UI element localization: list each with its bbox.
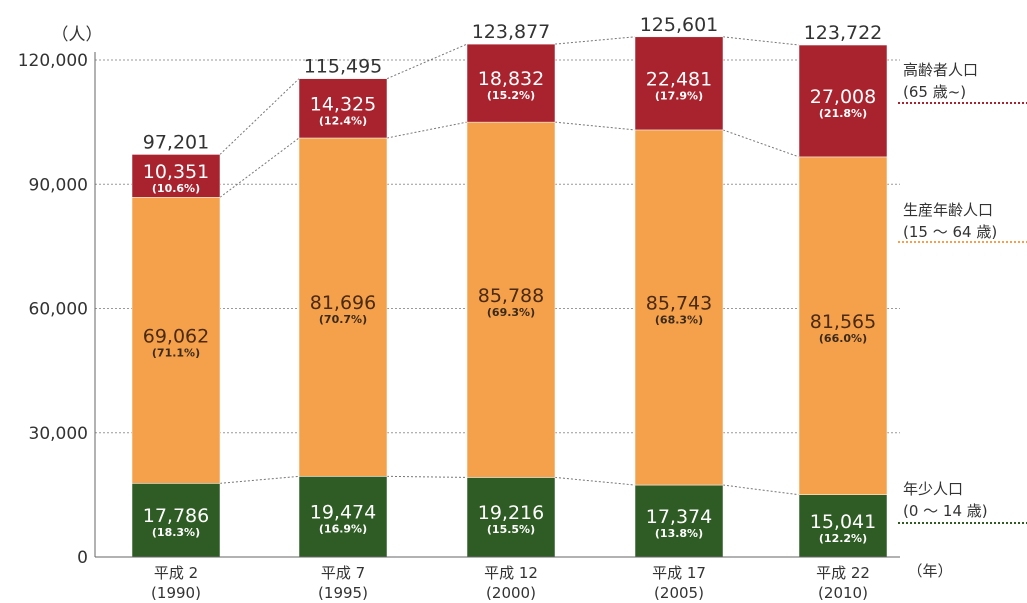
x-tick-label: 平成 22 [816,564,870,582]
segment-percent-label: (17.9%) [655,89,703,102]
connector-line [722,36,800,46]
connector-line [554,121,636,131]
segment-value-label: 69,062 [143,325,209,347]
bar-segment [634,36,724,131]
segment-percent-label: (70.7%) [319,313,367,326]
bar-segment [298,137,388,477]
y-tick-label: 0 [77,548,88,568]
x-tick-year-label: (2000) [486,584,536,602]
connector-line [554,36,636,45]
segment-value-label: 81,565 [810,311,876,333]
x-tick-year-label: (1990) [151,584,201,602]
bar-segment [466,121,556,478]
bar-total-label: 115,495 [304,56,383,78]
bar-segment [798,156,888,495]
segment-percent-label: (12.2%) [819,532,867,545]
bar-total-label: 123,722 [804,22,883,44]
segment-percent-label: (15.2%) [487,89,535,102]
bar-segment [466,43,556,123]
segment-value-label: 85,788 [478,285,544,307]
connector-line [386,475,468,478]
x-axis-unit-label: （年） [907,562,952,580]
segment-percent-label: (12.4%) [319,114,367,127]
y-tick-label: 120,000 [18,51,88,71]
bar-segment [131,154,221,198]
segment-value-label: 17,374 [646,506,712,528]
segment-value-label: 19,474 [310,502,376,524]
legend-label: 生産年齢人口 [903,201,993,219]
y-tick-label: 90,000 [29,175,88,195]
segment-percent-label: (21.8%) [819,107,867,120]
y-tick-label: 60,000 [29,300,88,320]
segment-value-label: 14,325 [310,93,376,115]
segment-value-label: 19,216 [478,502,544,524]
segment-percent-label: (16.9%) [319,523,367,536]
segment-value-label: 17,786 [143,505,209,527]
x-tick-label: 平成 2 [154,564,198,582]
y-tick-label: 30,000 [29,424,88,444]
segment-value-label: 10,351 [143,161,209,183]
connector-line [386,43,468,80]
connector-line [722,484,800,496]
connector-line [219,78,300,155]
segment-percent-label: (13.8%) [655,527,703,540]
bars [131,36,888,558]
x-tick-label: 平成 7 [321,564,365,582]
bar-segment [634,484,724,558]
bar-total-label: 97,201 [143,131,209,153]
connector-line [554,476,636,486]
connector-line [386,121,468,139]
connector-line [219,475,300,484]
segment-percent-label: (71.1%) [152,346,200,359]
segment-percent-label: (66.0%) [819,332,867,345]
bar-segment [798,44,888,158]
legend-label: 年少人口 [903,480,963,498]
connector-lines [219,36,800,496]
x-tick-label: 平成 17 [652,564,706,582]
segment-percent-label: (15.5%) [487,523,535,536]
x-tick-year-label: (2010) [818,584,868,602]
segment-value-label: 22,481 [646,68,712,90]
segment-value-label: 27,008 [810,86,876,108]
bar-total-label: 125,601 [640,14,719,36]
segment-value-label: 81,696 [310,292,376,314]
legend-sublabel: (0 ～ 14 歳) [903,502,988,520]
bar-segment [634,129,724,486]
x-tick-year-label: (1995) [318,584,368,602]
segment-percent-label: (68.3%) [655,313,703,326]
legend-sublabel: (15 ～ 64 歳) [903,223,997,241]
axes: （人） （年） 0 30,000 60,000 90,000 120,000 平成 2 (1… [18,25,953,602]
bar-segment [798,494,888,558]
x-tick-year-label: (2005) [654,584,704,602]
segment-value-label: 85,743 [646,292,712,314]
y-axis-unit-label: （人） [52,25,103,45]
segment-percent-label: (69.3%) [487,306,535,319]
legend-sublabel: (65 歳~) [903,83,966,101]
bar-segment [131,197,221,484]
legend: 高齢者人口 (65 歳~) 生産年齢人口 (15 ～ 64 歳) 年少人口 (0 ～ 14… [898,61,1027,524]
legend-label: 高齢者人口 [903,61,978,79]
x-tick-label: 平成 12 [484,564,538,582]
bar-segment [298,78,388,139]
connector-line [722,129,800,158]
segment-percent-label: (10.6%) [152,182,200,195]
connector-line [219,137,300,198]
segment-percent-label: (18.3%) [152,526,200,539]
segment-value-label: 18,832 [478,68,544,90]
bar-segment [466,477,556,558]
segment-value-label: 15,041 [810,511,876,533]
bar-total-label: 123,877 [472,21,551,43]
data-labels: 17,786(18.3%) 69,062(71.1%) 10,351(10.6%) 9… [143,14,883,545]
